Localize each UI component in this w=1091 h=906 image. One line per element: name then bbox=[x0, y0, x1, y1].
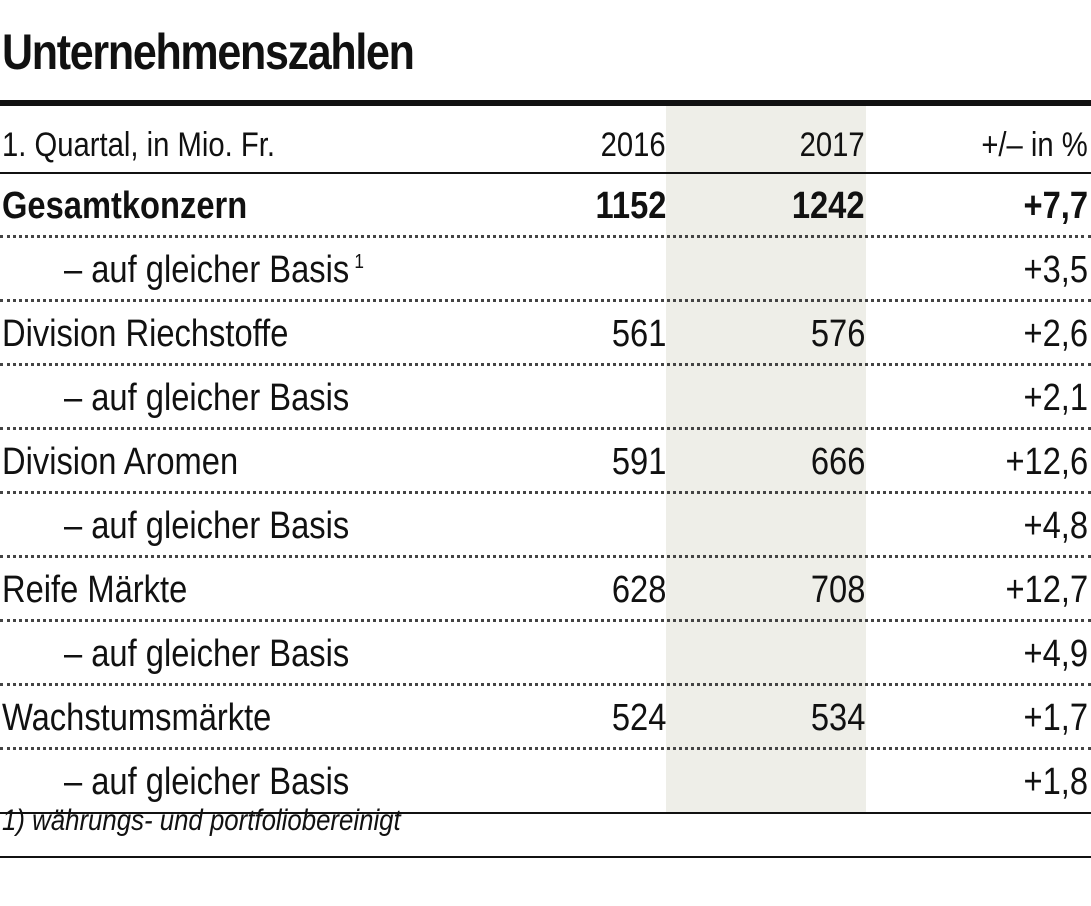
value-change: +7,7 bbox=[1023, 185, 1088, 227]
table-header: 1. Quartal, in Mio. Fr. 2016 2017 +/– in… bbox=[0, 116, 1091, 174]
value-change: +12,7 bbox=[1005, 569, 1088, 611]
row-label: Reife Märkte bbox=[2, 569, 188, 611]
value-change: +4,8 bbox=[1023, 505, 1088, 547]
table-row-sub: – auf gleicher Basis +1,8 bbox=[0, 750, 1091, 814]
table-row-sub: – auf gleicher Basis 1 +3,5 bbox=[0, 238, 1091, 302]
table-row-aromen: Division Aromen 591 666 +12,6 bbox=[0, 430, 1091, 494]
value-2016: 561 bbox=[611, 313, 666, 355]
table-row-wachstumsmaerkte: Wachstumsmärkte 524 534 +1,7 bbox=[0, 686, 1091, 750]
value-change: +3,5 bbox=[1023, 249, 1088, 291]
table-row-sub: – auf gleicher Basis +2,1 bbox=[0, 366, 1091, 430]
row-label: – auf gleicher Basis bbox=[64, 633, 350, 675]
row-label: Gesamtkonzern bbox=[2, 185, 248, 227]
bottom-rule bbox=[0, 856, 1091, 858]
header-2016: 2016 bbox=[600, 126, 666, 164]
footnote-marker: 1 bbox=[354, 251, 364, 273]
value-2017: 1242 bbox=[792, 185, 865, 227]
row-label: – auf gleicher Basis bbox=[64, 377, 350, 419]
row-label-text: – auf gleicher Basis bbox=[64, 249, 350, 291]
header-label: 1. Quartal, in Mio. Fr. bbox=[2, 126, 276, 164]
value-change: +1,8 bbox=[1023, 761, 1088, 803]
title-rule bbox=[0, 100, 1091, 106]
footnote: 1) währungs- und portfoliobereinigt bbox=[2, 804, 401, 837]
table-row-reife-maerkte: Reife Märkte 628 708 +12,7 bbox=[0, 558, 1091, 622]
table-row-sub: – auf gleicher Basis +4,9 bbox=[0, 622, 1091, 686]
value-2017: 666 bbox=[810, 441, 865, 483]
table-row-riechstoffe: Division Riechstoffe 561 576 +2,6 bbox=[0, 302, 1091, 366]
row-label: Wachstumsmärkte bbox=[2, 697, 272, 739]
value-2016: 1152 bbox=[595, 185, 666, 227]
value-change: +4,9 bbox=[1023, 633, 1088, 675]
value-change: +2,6 bbox=[1023, 313, 1088, 355]
value-2016: 591 bbox=[611, 441, 666, 483]
row-label: – auf gleicher Basis 1 bbox=[64, 238, 364, 302]
value-2017: 708 bbox=[810, 569, 865, 611]
row-label: Division Aromen bbox=[2, 441, 239, 483]
header-2017: 2017 bbox=[799, 126, 865, 164]
row-label: – auf gleicher Basis bbox=[64, 761, 350, 803]
column-2017-highlight bbox=[666, 106, 866, 814]
value-change: +2,1 bbox=[1023, 377, 1088, 419]
row-label: – auf gleicher Basis bbox=[64, 505, 350, 547]
value-2016: 628 bbox=[611, 569, 666, 611]
value-2017: 534 bbox=[810, 697, 865, 739]
value-2016: 524 bbox=[611, 697, 666, 739]
row-label: Division Riechstoffe bbox=[2, 313, 289, 355]
header-change: +/– in % bbox=[981, 126, 1088, 164]
page-title: Unternehmenszahlen bbox=[2, 24, 415, 80]
value-change: +1,7 bbox=[1023, 697, 1088, 739]
value-2017: 576 bbox=[810, 313, 865, 355]
table-row-gesamtkonzern: Gesamtkonzern 1152 1242 +7,7 bbox=[0, 174, 1091, 238]
value-change: +12,6 bbox=[1005, 441, 1088, 483]
table-row-sub: – auf gleicher Basis +4,8 bbox=[0, 494, 1091, 558]
